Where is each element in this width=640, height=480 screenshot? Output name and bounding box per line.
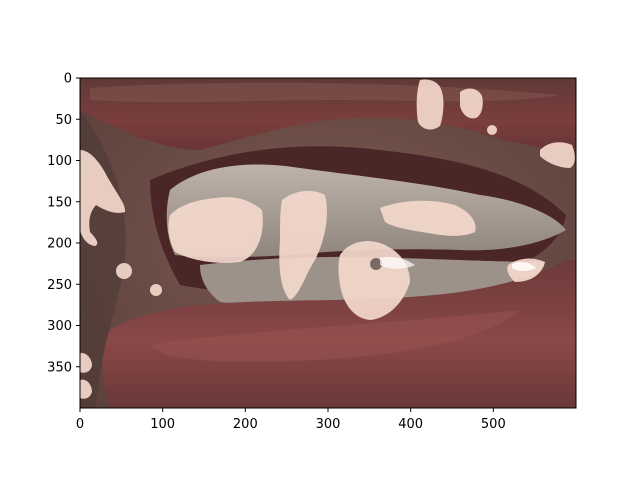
tooth-highlight-2 xyxy=(512,261,536,271)
mask-hole xyxy=(370,258,382,270)
mask-patch-top-3 xyxy=(487,125,497,135)
mask-patch-left-2 xyxy=(116,263,132,279)
y-tick-label: 100 xyxy=(47,154,72,169)
x-axis: 0 100 200 300 400 500 xyxy=(76,408,506,432)
lower-lip xyxy=(102,260,576,408)
y-tick-label: 350 xyxy=(47,360,72,375)
mask-patch-center-tooth xyxy=(279,190,327,300)
x-tick-label: 400 xyxy=(398,417,423,432)
mask-patch-right-edge xyxy=(540,142,575,168)
mask-patch-left-1 xyxy=(80,150,126,246)
mask-patch-top-2 xyxy=(460,88,483,119)
x-tick-label: 200 xyxy=(233,417,258,432)
y-tick-label: 250 xyxy=(47,278,72,293)
photo xyxy=(80,78,576,408)
y-tick-label: 200 xyxy=(47,237,72,252)
y-tick-label: 0 xyxy=(64,72,72,87)
mask-patch-premolar xyxy=(380,200,476,236)
y-tick-label: 300 xyxy=(47,319,72,334)
x-tick-label: 300 xyxy=(316,417,341,432)
x-tick-label: 500 xyxy=(481,417,506,432)
upper-lip xyxy=(80,78,576,150)
x-tick-label: 0 xyxy=(76,417,84,432)
mask-patch-incisors xyxy=(168,197,263,263)
y-tick-label: 150 xyxy=(47,195,72,210)
mask-patch-left-3 xyxy=(150,284,162,296)
x-tick-label: 100 xyxy=(150,417,175,432)
mask-patch-top-1 xyxy=(416,79,444,130)
tooth-highlight xyxy=(380,256,415,269)
lower-lip-sheen xyxy=(150,310,520,362)
mask-patch-left-4 xyxy=(80,352,92,373)
y-tick-label: 50 xyxy=(55,113,72,128)
y-axis: 0 50 100 150 200 250 300 350 xyxy=(47,72,80,375)
mask-patch-left-5 xyxy=(80,379,92,399)
